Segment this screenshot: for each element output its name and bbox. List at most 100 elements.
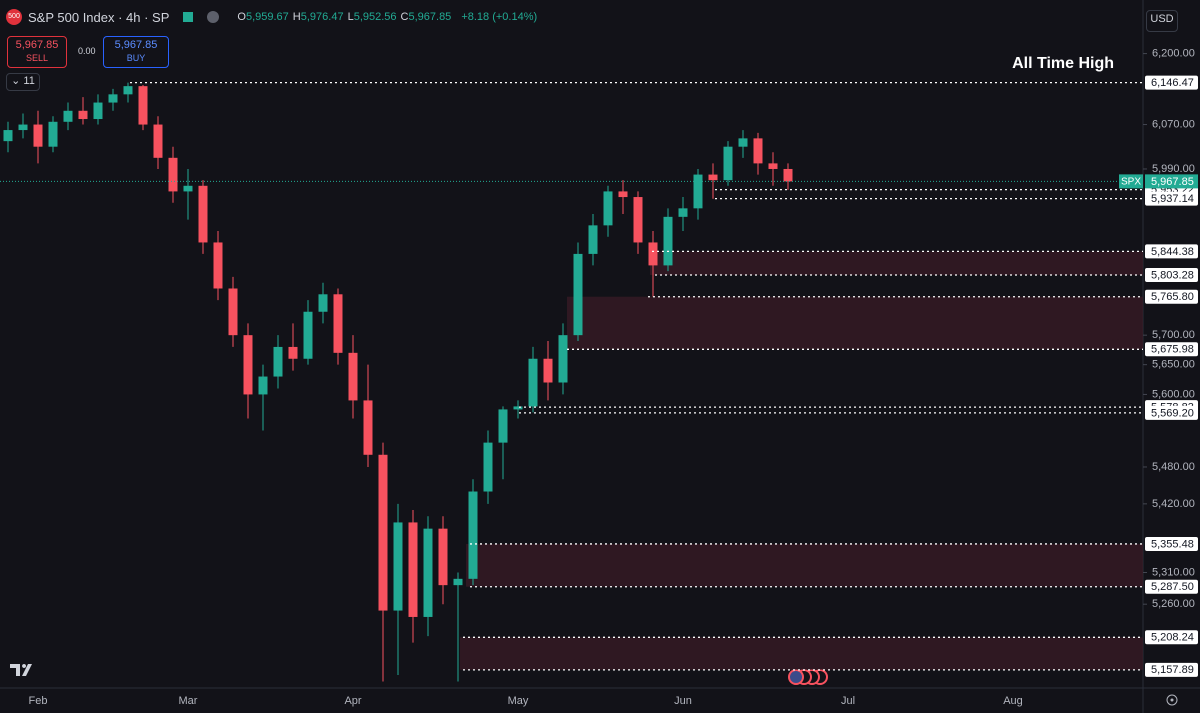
indicators-toggle[interactable]: ⌄ 11 (6, 73, 40, 91)
level-label: 5,803.28 (1151, 269, 1194, 281)
candle-body (198, 185, 208, 243)
ohlc-value: 5,959.67 (245, 11, 289, 23)
candle-body (273, 346, 283, 377)
ohlc-key: H (292, 11, 301, 23)
indicator-count: 11 (23, 75, 35, 87)
level-tag (1145, 405, 1198, 420)
candle-body (693, 174, 703, 209)
candle-body (378, 454, 388, 611)
level-label: 5,937.14 (1151, 193, 1194, 205)
candle-body (153, 124, 163, 158)
candle-body (333, 294, 343, 353)
zone (567, 296, 1143, 350)
x-tick-label: Feb (29, 695, 48, 707)
ohlc-key: O (237, 11, 246, 23)
candle-body (468, 491, 478, 579)
buy-button[interactable]: 5,967.85 BUY (103, 36, 169, 68)
candle-body (93, 102, 103, 120)
level-tag (1145, 75, 1198, 90)
candle-body (363, 400, 373, 455)
ohlc-value: 5,967.85 (408, 11, 452, 23)
y-tick-label: 6,070.00 (1152, 118, 1195, 130)
x-tick-label: Apr (344, 695, 361, 707)
candle-body (573, 253, 583, 336)
candle-body (663, 216, 673, 266)
candle-body (288, 346, 298, 359)
candle-body (48, 121, 58, 147)
y-tick-label: 5,420.00 (1152, 498, 1195, 510)
last-price-name-tag (1119, 174, 1143, 189)
status-dot (207, 11, 220, 23)
ohlc-value: 5,952.56 (353, 11, 397, 23)
level-label: 5,675.98 (1151, 344, 1194, 356)
symbol-logo: 500 (6, 9, 22, 25)
candle-body (108, 94, 118, 103)
x-tick-label: Mar (179, 695, 198, 707)
candle-body (33, 124, 43, 147)
candle-body (783, 168, 793, 182)
y-tick-label: 5,700.00 (1152, 329, 1195, 341)
candle-body (228, 288, 238, 336)
zone (650, 251, 1143, 276)
candle-body (708, 174, 718, 181)
buy-label: BUY (126, 53, 146, 63)
level-label: 5,355.48 (1151, 538, 1194, 550)
settings-icon[interactable] (1166, 694, 1178, 706)
candle-body (618, 191, 628, 198)
level-tag (1145, 342, 1198, 357)
sell-button[interactable]: 5,967.85 SELL (7, 36, 67, 68)
level-label: 5,287.50 (1151, 581, 1194, 593)
candle-body (318, 294, 328, 312)
candle-body (588, 225, 598, 254)
candle-body (483, 442, 493, 492)
level-label: 5,208.24 (1151, 632, 1194, 644)
last-price-tag (1145, 174, 1198, 189)
candle-body (678, 208, 688, 217)
ohlc: O5,959.67 H5,976.47 L5,952.56 C5,967.85 (237, 11, 455, 23)
level-tag (1145, 244, 1198, 259)
candle-body (258, 376, 268, 395)
buy-price: 5,967.85 (114, 39, 158, 51)
candle-body (633, 197, 643, 243)
symbol-title[interactable]: S&P 500 Index · 4h · SP (28, 9, 170, 25)
candle-body (168, 157, 178, 192)
candle-body (438, 528, 448, 586)
ohlc-key: C (400, 11, 409, 23)
plot-area (3, 82, 1143, 682)
candle-body (528, 358, 538, 407)
candle-body (3, 130, 13, 142)
candle-body (243, 335, 253, 395)
x-tick-label: Jun (674, 695, 692, 707)
y-tick-label: 5,600.00 (1152, 388, 1195, 400)
candle-body (183, 185, 193, 192)
candle-body (513, 406, 523, 410)
tv-logo (10, 664, 32, 676)
y-tick-label: 5,260.00 (1152, 598, 1195, 610)
annotation: All Time High (1012, 55, 1114, 72)
candle-body (723, 146, 733, 181)
level-tag (1145, 579, 1198, 594)
candle-body (138, 86, 148, 125)
y-tick-label: 5,480.00 (1152, 461, 1195, 473)
market-status (183, 12, 194, 22)
candle-body (303, 311, 313, 359)
level-tag (1145, 662, 1198, 677)
candle-body (348, 352, 358, 401)
candle-body (558, 335, 568, 383)
candle-body (123, 86, 133, 95)
level-label: 5,765.80 (1151, 291, 1194, 303)
currency[interactable]: USD (1146, 10, 1178, 32)
sell-label: SELL (25, 53, 49, 63)
last-price-name: SPX (1121, 177, 1141, 188)
candle-body (543, 358, 553, 383)
level-label: 5,844.38 (1151, 246, 1194, 258)
candle-body (498, 409, 508, 443)
last-price-label: 5,967.85 (1151, 176, 1194, 188)
y-tick-label: 5,650.00 (1152, 359, 1195, 371)
candle-body (63, 110, 73, 122)
symbol-bar: 500 S&P 500 Index · 4h · SP O5,959.67 H5,… (6, 9, 537, 25)
candle-body (753, 138, 763, 164)
events-icons[interactable] (788, 669, 828, 685)
